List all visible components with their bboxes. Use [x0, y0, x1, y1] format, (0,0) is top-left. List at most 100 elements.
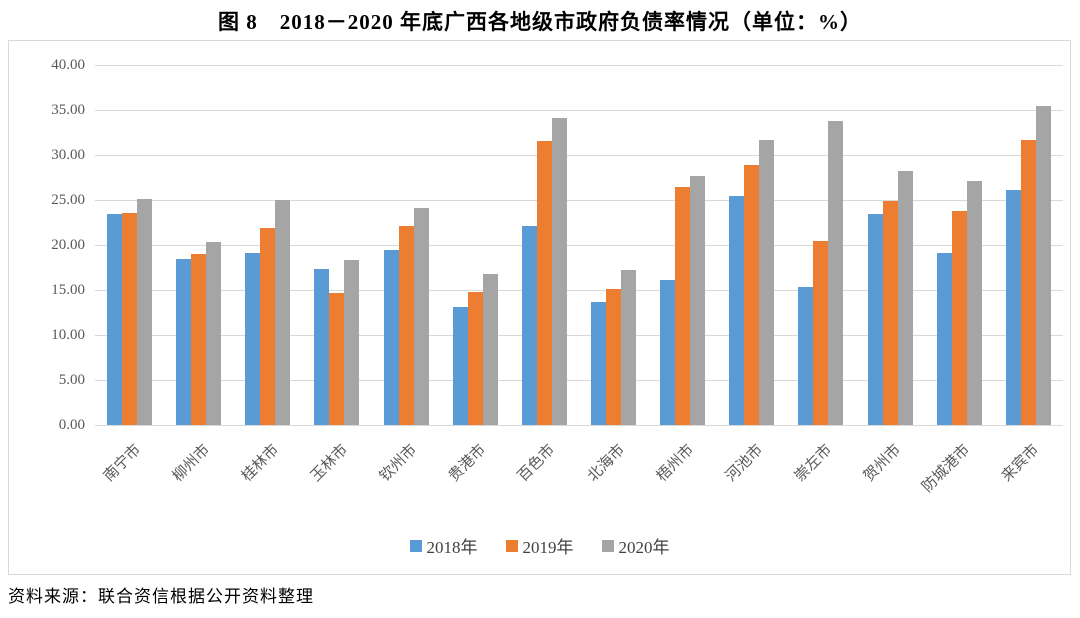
gridline: [95, 200, 1063, 201]
x-tick-label: 崇左市: [791, 441, 836, 485]
bar-group-百色市: [510, 65, 579, 425]
x-tick-slot: 桂林市: [233, 429, 302, 525]
bar-贵港市-2018年: [452, 307, 468, 425]
bar-group-北海市: [579, 65, 648, 425]
y-tick-label: 40.00: [51, 57, 85, 73]
bar-group-玉林市: [302, 65, 371, 425]
x-tick-label: 柳州市: [169, 441, 213, 485]
bar-南宁市-2019年: [122, 212, 138, 425]
plot-area: [95, 65, 1063, 426]
x-tick-label: 钦州市: [377, 441, 421, 485]
bar-北海市-2018年: [591, 301, 607, 425]
bar-桂林市-2018年: [245, 253, 261, 425]
bar-梧州市-2018年: [660, 280, 676, 425]
chart-frame: 40.00 35.00 30.00 25.00 20.00 15.00 10.00 5.00 0…: [8, 40, 1071, 575]
legend: 2018年 2019年 2020年: [9, 533, 1070, 558]
x-tick-label: 贵港市: [446, 441, 490, 485]
bar-柳州市-2020年: [206, 242, 222, 425]
bar-防城港市-2020年: [966, 181, 982, 425]
y-tick-label: 0.00: [58, 417, 85, 433]
bar-贺州市-2018年: [867, 214, 883, 425]
bar-贺州市-2020年: [897, 171, 913, 425]
x-tick-slot: 河池市: [717, 429, 786, 525]
bar-钦州市-2019年: [398, 226, 414, 425]
legend-marker-icon: [505, 539, 518, 552]
gridline: [95, 245, 1063, 246]
x-tick-label: 来宾市: [999, 441, 1043, 485]
bar-来宾市-2020年: [1035, 106, 1051, 425]
bar-百色市-2019年: [536, 140, 552, 425]
bar-玉林市-2020年: [344, 260, 360, 425]
gridlines: [95, 65, 1063, 426]
legend-label: 2019年: [522, 538, 574, 557]
x-tick-slot: 贵港市: [441, 429, 510, 525]
gridline: [95, 155, 1063, 156]
legend-marker-icon: [601, 539, 614, 552]
x-tick-label: 玉林市: [307, 441, 352, 485]
legend-label: 2020年: [618, 538, 670, 557]
legend-marker-icon: [409, 539, 422, 552]
x-tick-slot: 南宁市: [95, 429, 164, 525]
bar-group-南宁市: [95, 65, 164, 425]
bar-桂林市-2020年: [275, 200, 291, 425]
legend-label: 2018年: [426, 538, 478, 557]
bar-南宁市-2020年: [137, 199, 153, 425]
bar-北海市-2020年: [621, 270, 637, 425]
x-tick-label: 南宁市: [100, 441, 144, 485]
bar-group-梧州市: [648, 65, 717, 425]
bar-玉林市-2019年: [329, 292, 345, 425]
x-tick-label: 梧州市: [653, 441, 697, 485]
y-tick-label: 35.00: [51, 102, 85, 118]
bar-贵港市-2019年: [467, 291, 483, 425]
y-tick-label: 30.00: [51, 147, 85, 163]
bar-桂林市-2019年: [260, 227, 276, 425]
bar-崇左市-2018年: [798, 287, 814, 425]
legend-item-2020年: 2020年: [601, 533, 670, 558]
bar-来宾市-2019年: [1020, 139, 1036, 425]
x-tick-slot: 玉林市: [302, 429, 371, 525]
x-tick-slot: 防城港市: [920, 429, 994, 525]
y-tick-label: 10.00: [51, 327, 85, 343]
bar-北海市-2019年: [606, 289, 622, 425]
y-tick-label: 15.00: [51, 282, 85, 298]
bars-container: [95, 65, 1063, 425]
bar-柳州市-2019年: [191, 254, 207, 425]
bar-group-河池市: [717, 65, 786, 425]
bar-防城港市-2018年: [936, 253, 952, 425]
x-tick-label: 北海市: [584, 441, 628, 485]
x-tick-label: 河池市: [722, 441, 766, 485]
bar-玉林市-2018年: [314, 269, 330, 425]
bar-河池市-2018年: [729, 196, 745, 425]
bar-group-贺州市: [856, 65, 925, 425]
gridline: [95, 380, 1063, 381]
legend-item-2019年: 2019年: [505, 533, 574, 558]
x-tick-slot: 崇左市: [786, 429, 855, 525]
x-tick-slot: 梧州市: [648, 429, 717, 525]
bar-梧州市-2020年: [690, 175, 706, 425]
bar-贵港市-2020年: [482, 273, 498, 425]
x-tick-slot: 来宾市: [994, 429, 1063, 525]
y-tick-label: 25.00: [51, 192, 85, 208]
bar-来宾市-2018年: [1005, 190, 1021, 425]
bar-group-防城港市: [925, 65, 994, 425]
bar-防城港市-2019年: [951, 210, 967, 425]
x-tick-label: 防城港市: [919, 441, 974, 496]
y-tick-label: 5.00: [58, 372, 85, 388]
y-axis-labels: 40.00 35.00 30.00 25.00 20.00 15.00 10.00 5.00 0…: [9, 57, 85, 433]
x-tick-slot: 贺州市: [856, 429, 925, 525]
x-tick-label: 贺州市: [861, 441, 905, 485]
legend-item-2018年: 2018年: [409, 533, 478, 558]
bar-group-贵港市: [441, 65, 510, 425]
bar-崇左市-2019年: [813, 241, 829, 425]
x-axis-labels: 南宁市 柳州市 桂林市 玉林市 钦州市 贵港市 百色市 北海市 梧州市 河池市 崇左市 贺州市 防城港市…: [95, 429, 1063, 525]
x-tick-label: 桂林市: [238, 441, 283, 485]
x-tick-label: 百色市: [515, 441, 559, 485]
bar-河池市-2019年: [744, 164, 760, 425]
bar-河池市-2020年: [759, 139, 775, 425]
bar-group-钦州市: [372, 65, 441, 425]
bar-百色市-2020年: [551, 118, 567, 425]
bar-group-来宾市: [994, 65, 1063, 425]
chart-title: 图 8 2018－2020 年底广西各地级市政府负债率情况（单位：%）: [218, 10, 862, 34]
gridline: [95, 425, 1063, 426]
